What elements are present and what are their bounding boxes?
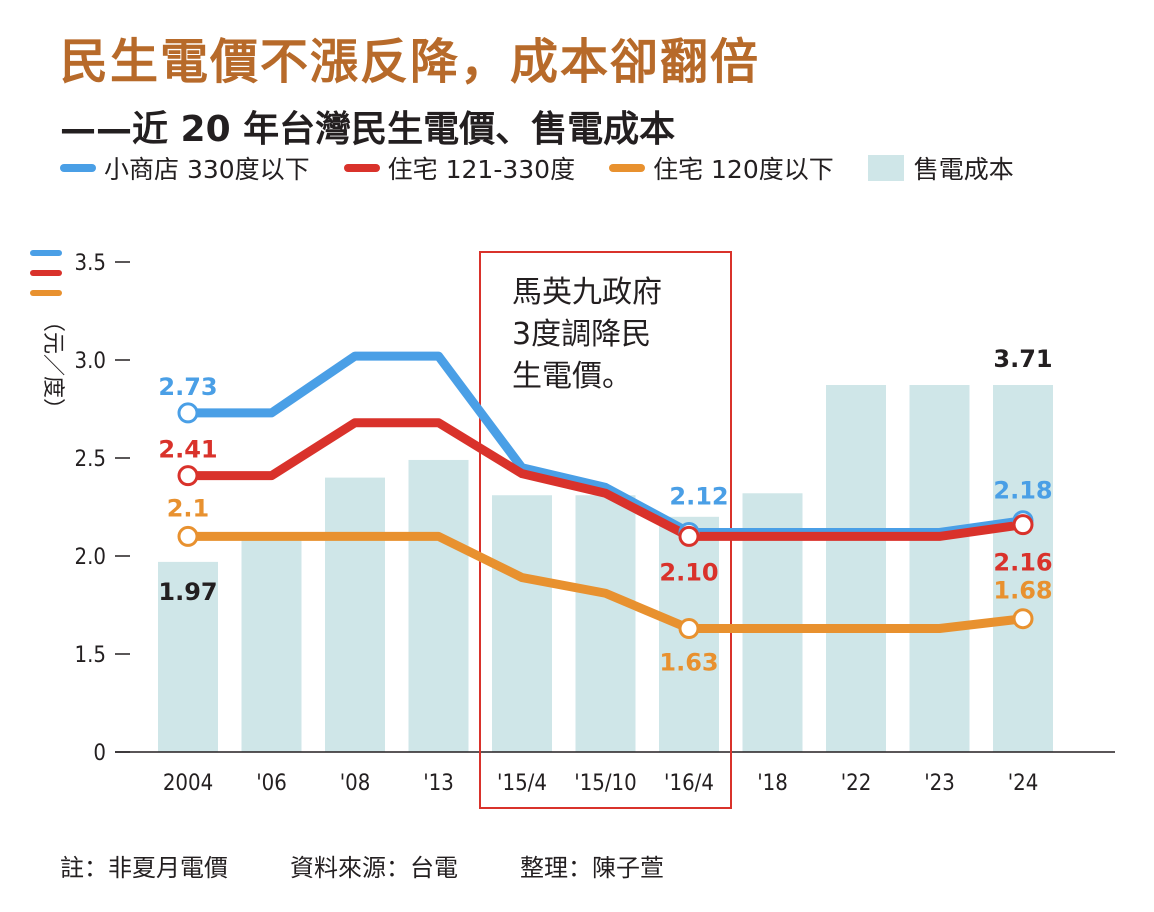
marker-2-6 — [678, 618, 700, 640]
x-tick-label-4: '15/4 — [497, 771, 547, 796]
x-tick-label-8: '22 — [841, 771, 872, 796]
y-tick-label-3: 2.5 — [75, 447, 106, 472]
footer-note: 註：非夏月電價 — [60, 854, 228, 882]
cost-bar-4 — [492, 495, 552, 752]
legend-swatch-small-shop — [60, 164, 96, 172]
legend: 小商店 330度以下 住宅 121-330度 住宅 120度以下 售電成本 — [60, 150, 1048, 186]
y-tick-label-5: 3.5 — [75, 251, 106, 276]
legend-label-cost: 售電成本 — [913, 155, 1014, 184]
marker-2-10 — [1012, 608, 1034, 630]
legend-item-residential-under-120: 住宅 120度以下 — [609, 150, 834, 186]
data-label-0: 2.73 — [158, 373, 217, 401]
y-tick-label-1: 1.5 — [75, 643, 106, 668]
data-label-5: 2.10 — [659, 558, 718, 586]
y-key-1 — [30, 270, 62, 276]
data-label-9: 2.16 — [993, 549, 1052, 577]
cost-bar-9 — [909, 385, 970, 752]
marker-1-0 — [177, 465, 199, 487]
y-tick-label-0: 0 — [93, 741, 106, 766]
cost-bar-2 — [325, 477, 385, 752]
legend-item-cost: 售電成本 — [867, 150, 1014, 186]
data-label-6: 1.63 — [659, 649, 718, 677]
data-label-7: 3.71 — [993, 345, 1052, 373]
marker-2-0 — [177, 525, 199, 547]
cost-bar-1 — [241, 540, 302, 752]
y-tick-label-2: 2.0 — [75, 545, 106, 570]
data-label-10: 1.68 — [993, 577, 1052, 605]
y-key-0 — [30, 250, 62, 256]
chart-subtitle: ——近 20 年台灣民生電價、售電成本 — [60, 109, 676, 150]
legend-item-residential-121-330: 住宅 121-330度 — [343, 150, 576, 186]
line-series-1 — [183, 418, 1028, 541]
legend-label-residential-121-330: 住宅 121-330度 — [387, 155, 576, 184]
line-series-2 — [183, 531, 1028, 634]
data-label-3: 1.97 — [158, 578, 217, 606]
footer-source: 資料來源：台電 — [290, 854, 458, 882]
x-tick-label-10: '24 — [1008, 771, 1039, 796]
marker-1-10 — [1012, 514, 1034, 536]
highlight-note-line-0: 馬英九政府 — [512, 275, 662, 310]
legend-item-small-shop: 小商店 330度以下 — [60, 150, 310, 186]
cost-bar-10 — [993, 385, 1053, 752]
legend-label-small-shop: 小商店 330度以下 — [104, 155, 310, 184]
x-tick-label-3: '13 — [423, 771, 454, 796]
x-tick-label-0: 2004 — [163, 771, 213, 796]
y-tick-label-4: 3.0 — [75, 349, 106, 374]
legend-swatch-residential-under-120 — [609, 164, 646, 172]
footer-editor: 整理：陳子萱 — [520, 854, 664, 882]
x-tick-label-2: '08 — [340, 771, 371, 796]
legend-swatch-cost — [867, 155, 904, 181]
chart-title: 民生電價不漲反降，成本卻翻倍 — [60, 34, 761, 90]
x-tick-label-9: '23 — [924, 771, 955, 796]
highlight-note-line-2: 生電價。 — [512, 359, 632, 394]
cost-bar-3 — [408, 459, 469, 752]
legend-label-residential-under-120: 住宅 120度以下 — [653, 155, 834, 184]
x-tick-label-5: '15/10 — [574, 771, 636, 796]
data-label-2: 2.1 — [167, 494, 210, 522]
cost-bar-5 — [575, 495, 636, 752]
marker-0-0 — [177, 402, 199, 424]
data-label-4: 2.12 — [669, 482, 728, 510]
y-key-2 — [30, 290, 62, 296]
cost-bar-0 — [158, 561, 218, 752]
cost-bar-8 — [826, 385, 886, 752]
highlight-note-line-1: 3度調降民 — [512, 317, 651, 352]
footer: 註：非夏月電價 資料來源：台電 整理：陳子萱 — [60, 848, 726, 883]
data-label-1: 2.41 — [158, 436, 217, 464]
y-axis-label: （元／度） — [40, 310, 65, 420]
x-tick-label-6: '16/4 — [664, 771, 714, 796]
x-tick-label-1: '06 — [256, 771, 287, 796]
x-tick-label-7: '18 — [757, 771, 788, 796]
legend-swatch-residential-121-330 — [343, 164, 380, 172]
marker-1-6 — [678, 525, 700, 547]
data-label-8: 2.18 — [993, 477, 1052, 505]
